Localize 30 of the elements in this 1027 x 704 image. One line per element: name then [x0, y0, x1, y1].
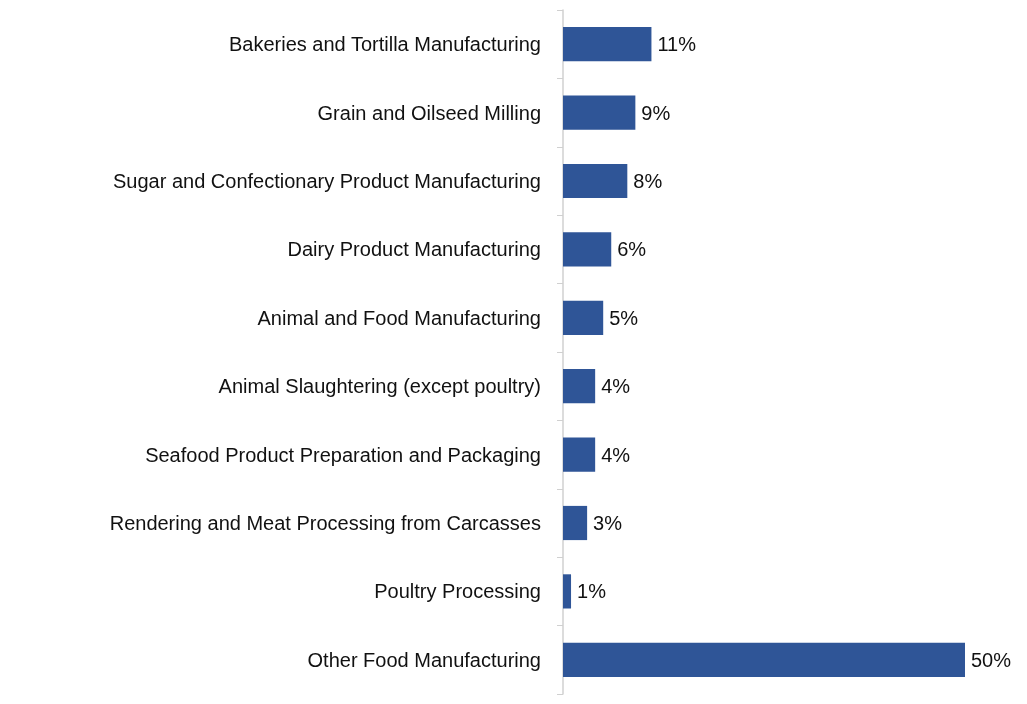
data-label: 1%	[577, 580, 607, 603]
y-tick-label: Animal and Food Manufacturing	[257, 306, 541, 329]
data-label: 3%	[593, 512, 623, 534]
bar	[563, 27, 652, 62]
y-tick-label: Dairy Product Manufacturing	[287, 238, 541, 261]
data-label: 4%	[601, 375, 631, 398]
y-tick-label: Rendering and Meat Processing from Carcasses	[109, 512, 541, 534]
data-label: 50%	[971, 648, 1012, 671]
bar	[563, 369, 596, 404]
data-label: 11%	[657, 33, 697, 56]
bar	[563, 642, 965, 677]
bar	[563, 95, 636, 130]
bar	[563, 505, 588, 541]
data-label: 9%	[641, 101, 671, 124]
data-label: 8%	[633, 170, 663, 192]
data-label: 4%	[601, 443, 631, 466]
data-label: 6%	[617, 238, 647, 261]
bar	[563, 232, 612, 267]
y-tick-label: Other Food Manufacturing	[307, 648, 541, 671]
bar	[563, 574, 572, 609]
data-label: 5%	[609, 306, 639, 329]
y-tick-label: Animal Slaughtering (except poultry)	[218, 375, 541, 398]
bar	[563, 163, 628, 199]
bar	[563, 437, 596, 472]
y-tick-label: Seafood Product Preparation and Packaging	[145, 443, 541, 466]
y-tick-label: Sugar and Confectionary Product Manufacturing	[112, 170, 541, 192]
y-tick-label: Grain and Oilseed Milling	[317, 101, 541, 124]
bar	[563, 300, 604, 335]
y-tick-label: Bakeries and Tortilla Manufacturing	[228, 33, 541, 56]
y-tick-label: Poultry Processing	[374, 580, 541, 603]
